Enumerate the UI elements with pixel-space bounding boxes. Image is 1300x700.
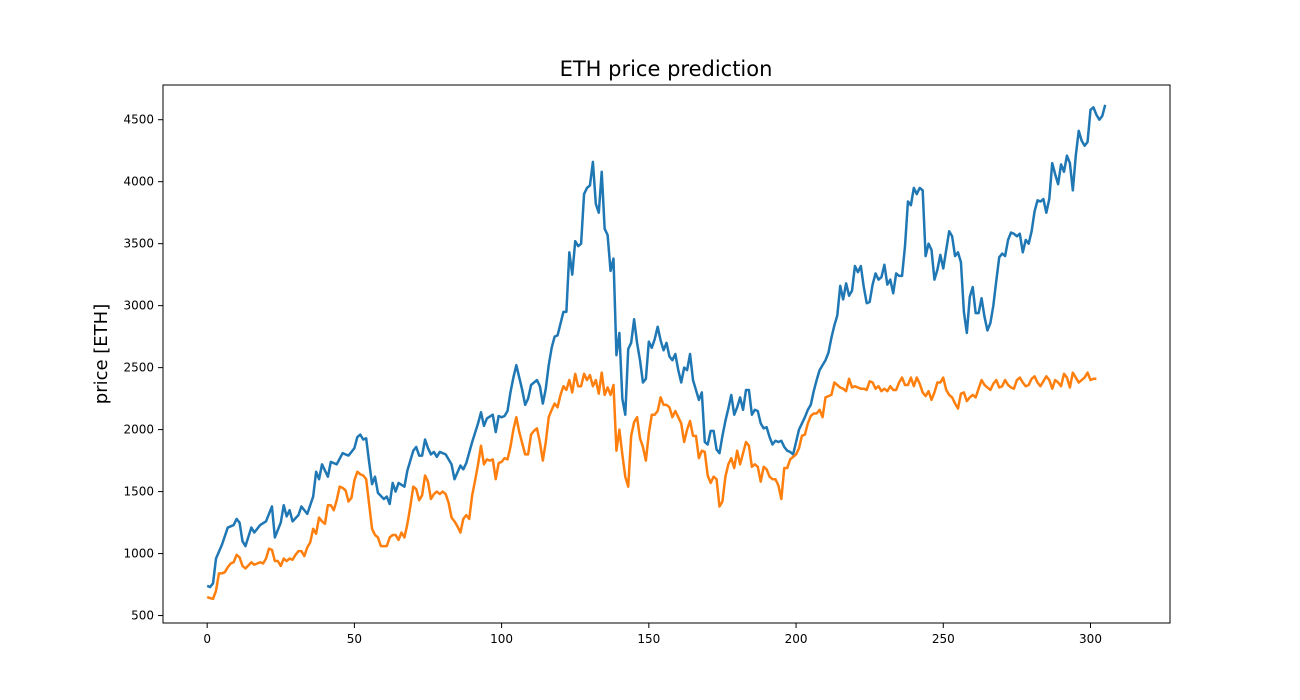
x-tick-label: 250: [932, 632, 955, 646]
y-tick-label: 4500: [123, 113, 154, 127]
series-line-0: [206, 104, 1107, 589]
x-tick-label: 100: [490, 632, 513, 646]
x-tick-label: 300: [1079, 632, 1102, 646]
series-line-1: [206, 371, 1097, 601]
y-tick-label: 4000: [123, 175, 154, 189]
y-tick-label: 2500: [123, 361, 154, 375]
plot-frame: [162, 84, 1171, 624]
series-layer: [206, 104, 1107, 601]
y-tick-label: 2000: [123, 423, 154, 437]
x-tick-label: 0: [203, 632, 211, 646]
y-tick-label: 3500: [123, 237, 154, 251]
x-tick-label: 150: [637, 632, 660, 646]
x-tick-label: 200: [785, 632, 808, 646]
x-tick-label: 50: [347, 632, 362, 646]
y-tick-label: 500: [131, 609, 154, 623]
chart-title: ETH price prediction: [560, 57, 773, 81]
y-tick-label: 1500: [123, 485, 154, 499]
ticks-layer: 0 50 100 150 200 250 300 500 1000 1500 2000 2500 300…: [123, 113, 1102, 646]
y-tick-label: 1000: [123, 547, 154, 561]
y-tick-label: 3000: [123, 299, 154, 313]
y-axis-title: price [ETH]: [91, 304, 112, 404]
